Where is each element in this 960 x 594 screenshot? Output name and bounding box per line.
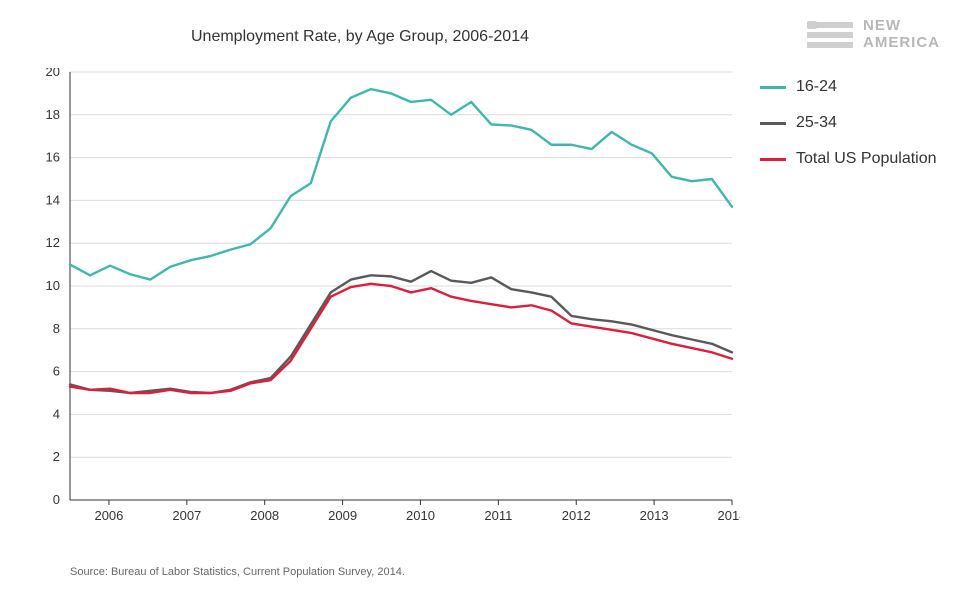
- svg-text:2006: 2006: [94, 508, 123, 523]
- chart-svg: 0 2 4 6 8 10 12 14 16 18 20 2006 2007 2008 2009 2010 201…: [22, 68, 740, 536]
- legend-item: Total US Population: [760, 150, 940, 168]
- logo-text: NEW AMERICA: [863, 18, 940, 51]
- svg-text:18: 18: [46, 107, 60, 122]
- legend: 16-24 25-34 Total US Population: [760, 78, 940, 186]
- svg-text:4: 4: [53, 406, 60, 421]
- source-note: Source: Bureau of Labor Statistics, Curr…: [70, 566, 405, 578]
- svg-text:2008: 2008: [250, 508, 279, 523]
- svg-text:16: 16: [46, 150, 60, 165]
- logo-bars-icon: [807, 22, 853, 48]
- svg-text:2007: 2007: [172, 508, 201, 523]
- svg-text:2013: 2013: [640, 508, 669, 523]
- line-chart: 0 2 4 6 8 10 12 14 16 18 20 2006 2007 2008 2009 2010 201…: [22, 68, 740, 536]
- svg-text:2012: 2012: [562, 508, 591, 523]
- legend-item: 16-24: [760, 78, 940, 96]
- svg-text:14: 14: [46, 192, 60, 207]
- legend-label: 25-34: [796, 114, 837, 132]
- legend-item: 25-34: [760, 114, 940, 132]
- svg-text:2011: 2011: [484, 508, 512, 523]
- svg-text:8: 8: [53, 321, 60, 336]
- svg-text:2014: 2014: [718, 508, 740, 523]
- legend-label: 16-24: [796, 78, 837, 96]
- svg-text:2: 2: [53, 449, 60, 464]
- svg-text:2010: 2010: [406, 508, 435, 523]
- legend-swatch: [760, 158, 786, 161]
- svg-text:2009: 2009: [328, 508, 357, 523]
- chart-title: Unemployment Rate, by Age Group, 2006-20…: [0, 28, 720, 46]
- legend-label: Total US Population: [796, 150, 937, 168]
- svg-text:0: 0: [53, 492, 60, 507]
- publisher-logo: NEW AMERICA: [807, 18, 940, 51]
- legend-swatch: [760, 122, 786, 125]
- svg-text:20: 20: [46, 68, 60, 79]
- svg-text:12: 12: [46, 235, 60, 250]
- svg-text:10: 10: [46, 278, 60, 293]
- svg-text:6: 6: [53, 364, 60, 379]
- legend-swatch: [760, 86, 786, 89]
